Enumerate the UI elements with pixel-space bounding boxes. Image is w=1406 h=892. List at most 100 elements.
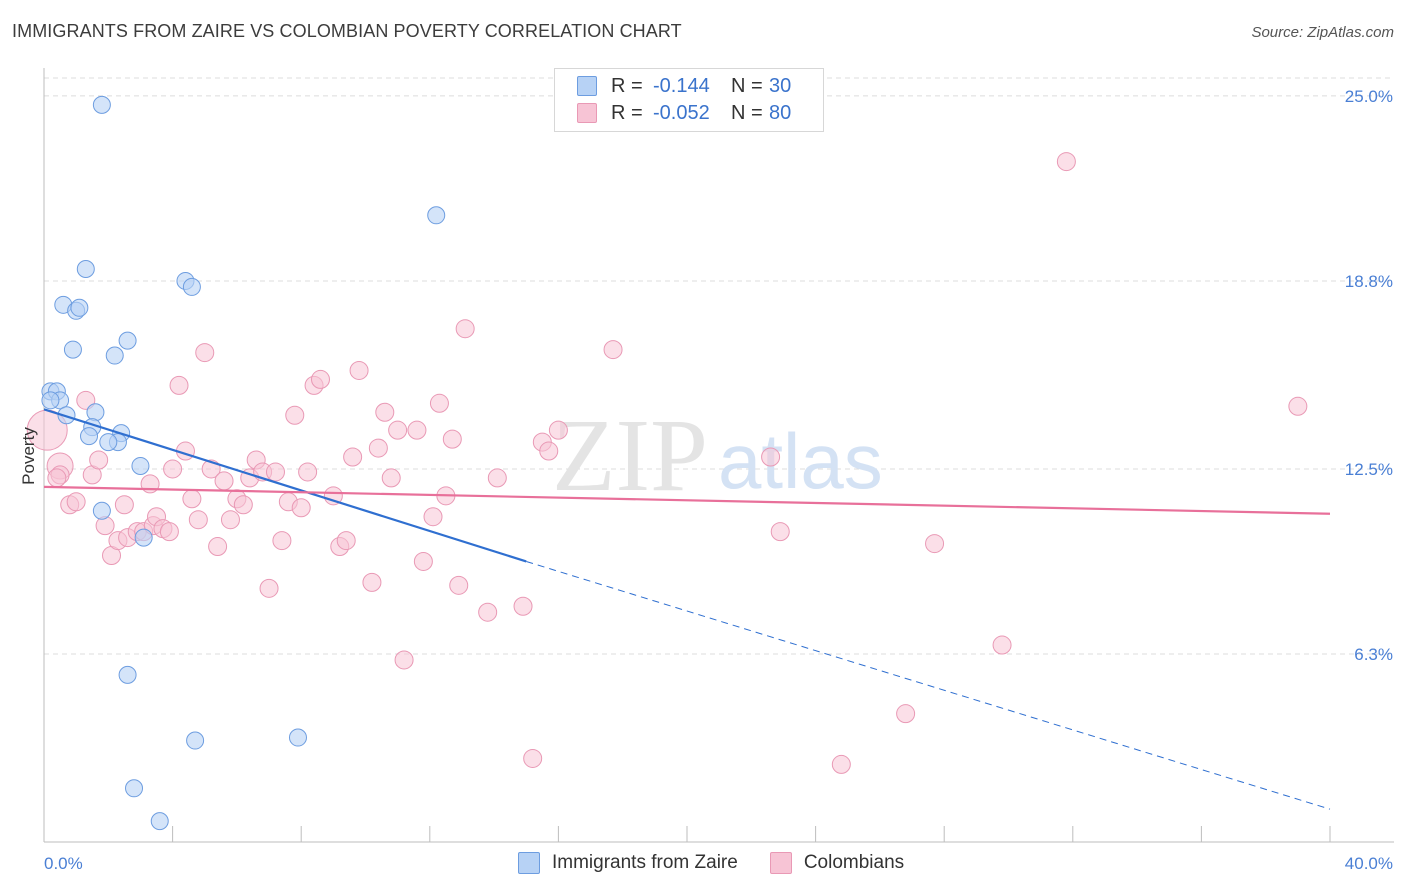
colombians-point: [259, 578, 279, 598]
zaire-point: [86, 403, 105, 422]
colombians-point: [1288, 396, 1308, 416]
x-tick-label: 0.0%: [44, 854, 83, 873]
colombians-point: [362, 572, 382, 592]
colombians-point: [896, 704, 916, 724]
stats-legend: R = -0.144 N = 30 R = -0.052 N = 80: [554, 68, 824, 132]
n-value-colombians: 80: [769, 101, 792, 124]
zaire-point: [125, 779, 144, 798]
colombians-point: [291, 498, 311, 518]
colombians-point: [388, 420, 408, 440]
colombians-point: [394, 650, 414, 670]
colombians-point: [761, 447, 781, 467]
colombians-point: [925, 534, 945, 554]
colombians-point: [478, 602, 498, 622]
y-tick-label: 6.3%: [1354, 645, 1393, 664]
r-label: R =: [611, 101, 643, 124]
legend-item-zaire[interactable]: Immigrants from Zaire: [518, 852, 738, 874]
tick-labels: 6.3% 12.5% 18.8% 25.0% 0.0% 40.0% Poverty: [19, 87, 1393, 873]
colombians-point: [214, 471, 234, 491]
legend-row-zaire: R = -0.144 N = 30: [577, 74, 791, 98]
colombians-point: [89, 450, 109, 470]
legend-label-zaire: Immigrants from Zaire: [552, 852, 738, 873]
zaire-trend-line: [43, 408, 527, 563]
colombians-point: [233, 495, 253, 515]
zaire-point: [134, 528, 153, 547]
zaire-point: [99, 433, 118, 452]
x-tick-label: 40.0%: [1345, 854, 1393, 873]
colombians-point: [310, 369, 330, 389]
y-tick-label: 25.0%: [1345, 87, 1393, 106]
colombians-point: [992, 635, 1012, 655]
r-value-colombians: -0.052: [653, 101, 710, 124]
colombians-point: [195, 343, 215, 363]
colombians-point: [76, 390, 96, 410]
colombians-point: [429, 393, 449, 413]
colombians-point: [159, 522, 179, 542]
colombians-point: [163, 459, 183, 479]
n-label: N =: [731, 101, 763, 124]
colombians-point: [182, 489, 202, 509]
colombians-point: [169, 375, 189, 395]
colombians-point: [455, 319, 475, 339]
colombians-point: [265, 462, 285, 482]
blue-swatch-icon: [518, 852, 540, 874]
zaire-point: [92, 95, 111, 114]
zaire-point: [63, 340, 82, 359]
zaire-point: [427, 206, 446, 225]
colombians-point: [770, 522, 790, 542]
colombians-point: [285, 405, 305, 425]
colombians-point: [523, 748, 543, 768]
zaire-point: [70, 298, 89, 317]
watermark-zip: ZIP: [552, 398, 708, 513]
colombians-point: [336, 531, 356, 551]
colombians-point: [831, 754, 851, 774]
n-value-zaire: 30: [769, 74, 792, 97]
r-value-zaire: -0.144: [653, 74, 710, 97]
source-label: Source: ZipAtlas.com: [1251, 24, 1394, 41]
legend-label-colombians: Colombians: [803, 852, 905, 873]
pink-swatch-icon: [769, 852, 792, 874]
zaire-point: [92, 501, 111, 520]
chart-title: IMMIGRANTS FROM ZAIRE VS COLOMBIAN POVER…: [12, 21, 682, 41]
colombians-trend-line: [43, 485, 1331, 515]
zaire-point: [105, 346, 124, 365]
colombians-point: [442, 429, 462, 449]
trend-lines: [43, 408, 1331, 810]
colombians-point: [220, 510, 240, 530]
zaire-points: [41, 95, 446, 831]
colombians-point: [548, 420, 568, 440]
colombians-point: [188, 510, 208, 530]
series-legend: Immigrants from Zaire Colombians: [518, 852, 936, 874]
blue-swatch-icon: [577, 76, 597, 96]
zaire-point: [80, 427, 99, 446]
colombians-point: [381, 468, 401, 488]
zaire-point: [288, 728, 307, 747]
colombians-point: [1056, 152, 1076, 172]
colombians-point: [343, 447, 363, 467]
colombians-point: [413, 551, 433, 571]
zaire-point: [150, 812, 169, 831]
zaire-point: [118, 665, 137, 684]
colombians-point: [423, 507, 443, 527]
legend-item-colombians[interactable]: Colombians: [769, 852, 905, 874]
zaire-point: [186, 731, 205, 750]
n-label: N =: [731, 74, 763, 97]
watermark-atlas: atlas: [718, 417, 883, 505]
y-tick-label: 12.5%: [1345, 460, 1393, 479]
pink-swatch-icon: [577, 103, 597, 123]
colombians-point: [349, 360, 369, 380]
colombians-point: [298, 462, 318, 482]
colombians-point: [375, 402, 395, 422]
zaire-point: [131, 456, 150, 475]
colombians-point: [208, 537, 228, 557]
axes: [43, 68, 1394, 843]
colombians-point: [368, 438, 388, 458]
colombians-point: [407, 420, 427, 440]
colombians-point: [272, 531, 292, 551]
y-axis-title: Poverty: [19, 427, 38, 485]
zaire-trend-extension: [526, 560, 1331, 810]
colombians-point: [603, 340, 623, 360]
legend-row-colombians: R = -0.052 N = 80: [577, 101, 791, 125]
zaire-point: [76, 260, 95, 278]
colombians-point: [513, 596, 533, 616]
